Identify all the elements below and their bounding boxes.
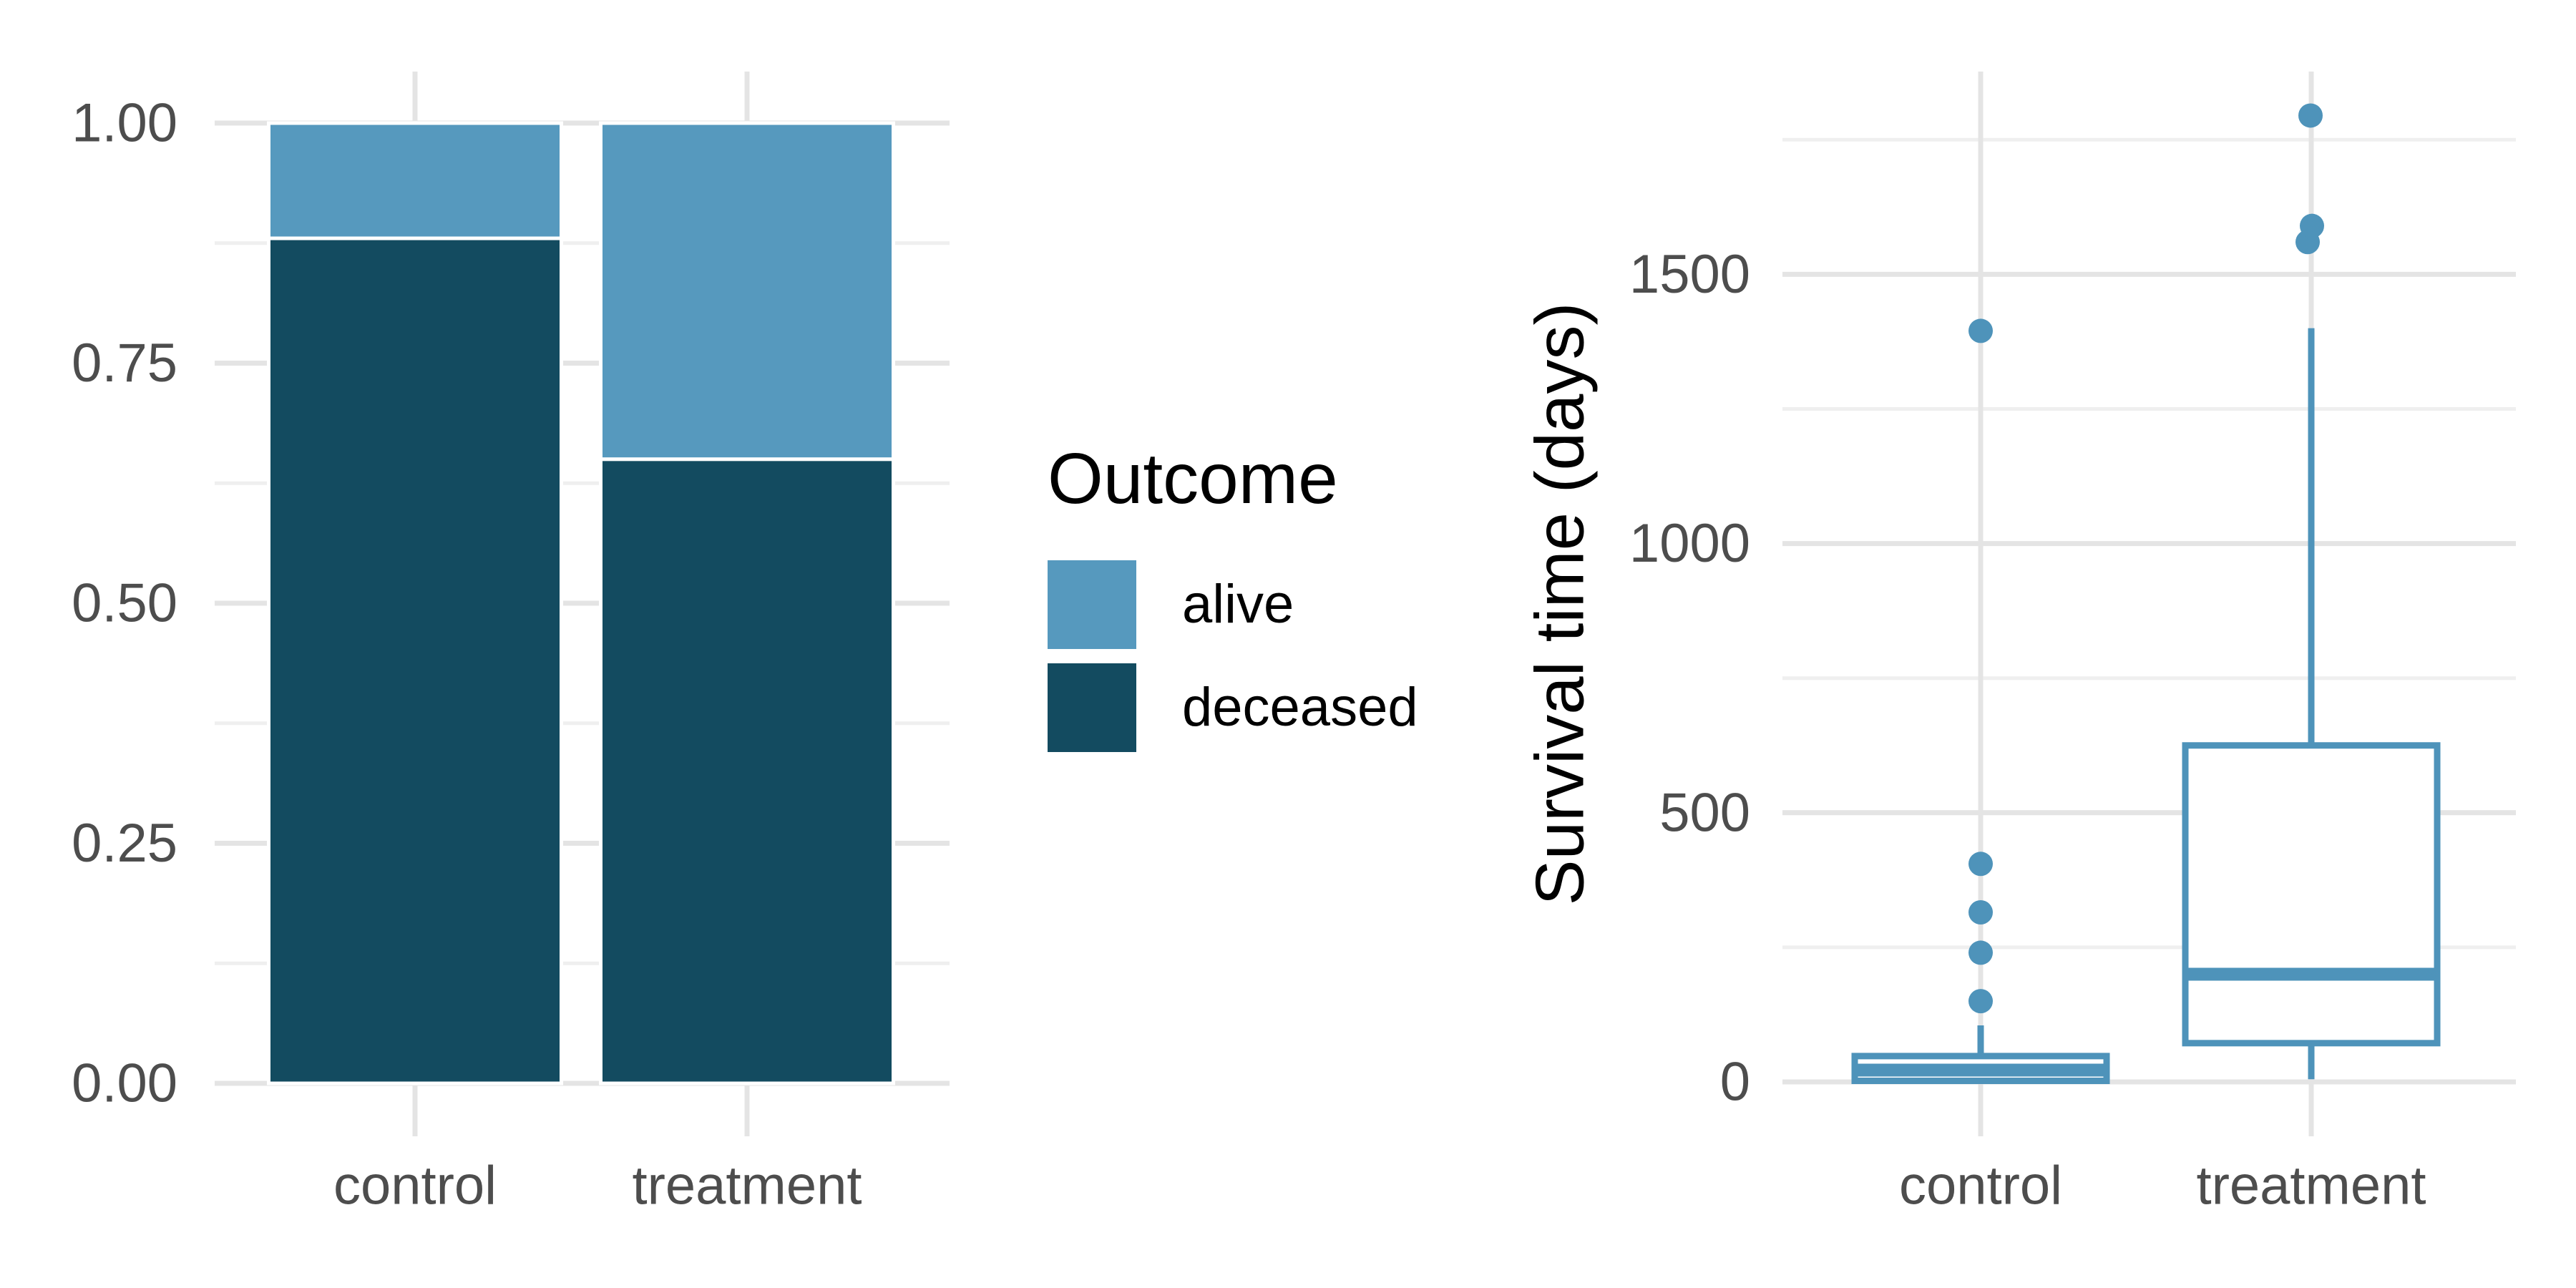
outlier-point-control — [1968, 989, 1993, 1014]
y-tick-label: 1500 — [1629, 244, 1750, 305]
y-tick-label: 1.00 — [72, 93, 177, 154]
outcome-legend: Outcome alive deceased — [1048, 439, 1418, 766]
x-tick-label: treatment — [2196, 1156, 2426, 1216]
legend-item-deceased: deceased — [1048, 663, 1418, 752]
bar-segment-alive-treatment — [599, 121, 895, 462]
alive-swatch-icon — [1048, 560, 1136, 649]
outlier-point-control — [1968, 940, 1993, 965]
outlier-point-treatment — [2300, 213, 2324, 238]
y-tick-label: 0.25 — [72, 813, 177, 874]
y-tick-label: 0 — [1720, 1052, 1750, 1113]
bar-segment-alive-control — [267, 121, 563, 240]
y-axis-title: Survival time (days) — [1522, 303, 1599, 906]
y-tick-label: 1000 — [1629, 513, 1750, 574]
x-tick-label: control — [1899, 1156, 2062, 1216]
deceased-swatch-icon — [1048, 663, 1136, 752]
outlier-point-control — [1968, 852, 1993, 877]
bar-segment-deceased-treatment — [599, 457, 895, 1085]
outlier-point-treatment — [2298, 103, 2323, 128]
y-tick-label: 0.00 — [72, 1053, 177, 1114]
boxplot-box-treatment — [2182, 742, 2441, 1047]
legend-label-alive: alive — [1182, 574, 1294, 635]
x-tick-label: treatment — [632, 1156, 862, 1216]
y-tick-label: 500 — [1659, 782, 1750, 843]
outlier-point-control — [1968, 899, 1993, 924]
legend-item-alive: alive — [1048, 560, 1418, 649]
x-tick-label: control — [333, 1156, 497, 1216]
bar-segment-deceased-control — [267, 236, 563, 1085]
y-tick-label: 0.50 — [72, 573, 177, 634]
y-tick-label: 0.75 — [72, 333, 177, 394]
legend-title: Outcome — [1048, 439, 1338, 519]
legend-label-deceased: deceased — [1182, 677, 1418, 738]
outlier-point-control — [1968, 318, 1993, 343]
